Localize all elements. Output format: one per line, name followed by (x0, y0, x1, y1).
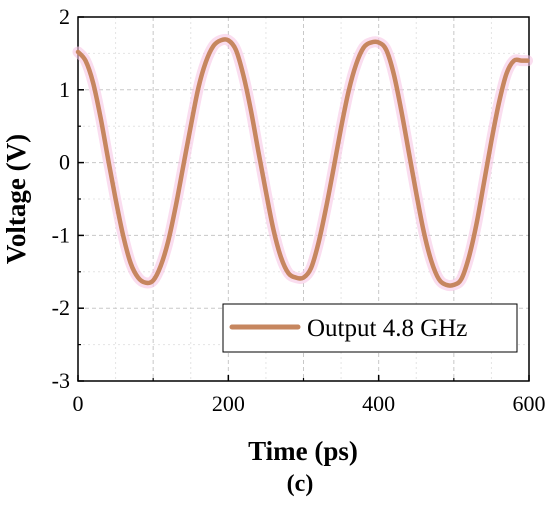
y-tick-label: -3 (52, 368, 70, 393)
axis-ticks: 0 200 400 600 -3 -2 -1 0 1 2 (52, 4, 546, 416)
x-tick-label: 0 (73, 391, 84, 416)
legend-label: Output 4.8 GHz (307, 315, 467, 342)
figure-caption: (c) (287, 471, 314, 497)
x-tick-label: 600 (513, 391, 546, 416)
y-axis-title: Voltage (V) (1, 134, 31, 264)
y-tick-label: -2 (52, 295, 70, 320)
y-tick-label: 0 (59, 150, 70, 175)
series-line (75, 37, 530, 288)
y-tick-label: 1 (59, 77, 70, 102)
y-tick-label: -1 (52, 222, 70, 247)
x-tick-label: 400 (362, 391, 395, 416)
x-tick-label: 200 (212, 391, 245, 416)
y-tick-label: 2 (59, 4, 70, 29)
x-axis-title: Time (ps) (248, 436, 358, 466)
series-layer (72, 33, 533, 292)
legend: Output 4.8 GHz (222, 303, 518, 353)
